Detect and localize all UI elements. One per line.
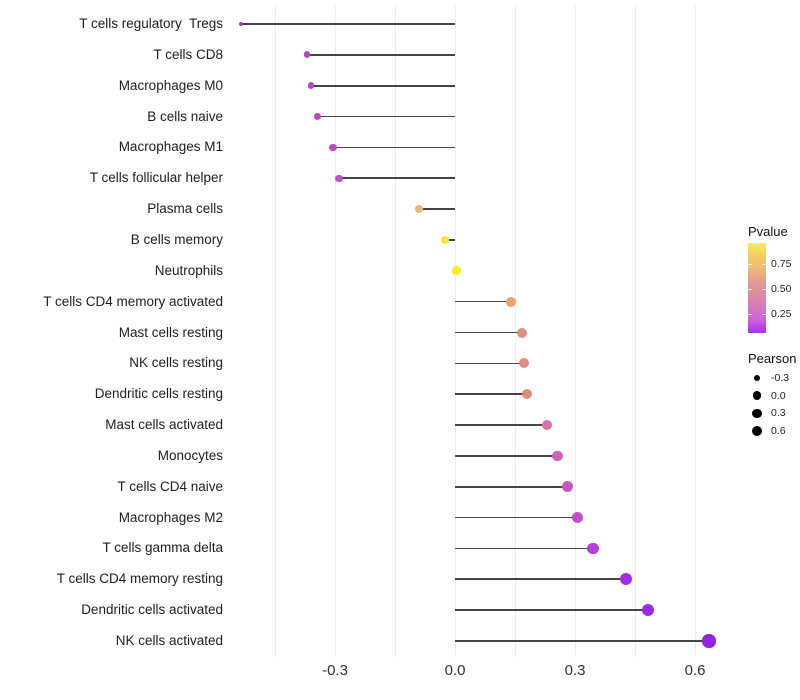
- colorbar-tick: [748, 288, 752, 290]
- legend-size-dot: [752, 408, 762, 418]
- lollipop-dot: [702, 634, 716, 648]
- gridline: [274, 6, 276, 657]
- lollipop-stem: [317, 115, 455, 118]
- lollipop-stem: [455, 300, 511, 303]
- lollipop-stem: [455, 424, 547, 426]
- legend-pvalue-title: Pvalue: [748, 224, 788, 239]
- lollipop-dot: [303, 51, 311, 59]
- lollipop-stem: [333, 146, 455, 149]
- lollipop-dot: [313, 113, 321, 121]
- legend-size-label: 0.0: [771, 389, 786, 402]
- lollipop-stem: [445, 239, 455, 241]
- legend-size-label: 0.3: [771, 407, 786, 420]
- legend-size-dot: [752, 391, 762, 400]
- lollipop-dot: [329, 143, 337, 151]
- legend-pvalue: Pvalue 0.75 0.50 0.25: [746, 224, 800, 344]
- gridline: [634, 6, 636, 657]
- legend-pearson: Pearson -0.3 0.0 0.3 0.6: [746, 351, 800, 446]
- lollipop-stem: [455, 331, 522, 334]
- lollipop-stem: [455, 547, 593, 550]
- y-axis-labels: T cells regulatory Tregs T cells CD8 Macro…: [0, 0, 223, 700]
- category-label: T cells CD4 memory resting: [56, 571, 223, 587]
- gridline: [394, 6, 396, 657]
- category-label: Plasma cells: [147, 201, 223, 217]
- lollipop-dot: [587, 542, 599, 555]
- lollipop-stem: [419, 208, 455, 210]
- lollipop-dot: [440, 235, 450, 245]
- colorbar-tick: [748, 313, 752, 315]
- legend-size-label: 0.6: [771, 424, 786, 437]
- lollipop-dot: [562, 481, 574, 493]
- category-label: Mast cells resting: [118, 324, 223, 340]
- lollipop-dot: [552, 450, 564, 462]
- category-label: Neutrophils: [154, 262, 223, 278]
- category-label: Mast cells activated: [105, 417, 223, 433]
- lollipop-stem: [311, 84, 455, 87]
- lollipop-stem: [455, 485, 568, 488]
- lollipop-stem: [455, 455, 558, 457]
- gridline: [694, 6, 696, 657]
- category-label: T cells follicular helper: [89, 170, 223, 186]
- category-label: B cells memory: [130, 231, 223, 247]
- colorbar-tick: [748, 263, 752, 265]
- x-tick-label: 0.0: [444, 662, 466, 679]
- colorbar-tick: [762, 313, 766, 315]
- pvalue-colorbar: [748, 243, 766, 333]
- category-label: T cells gamma delta: [102, 540, 223, 556]
- category-label: NK cells activated: [115, 633, 223, 648]
- colorbar-tick-label: 0.50: [771, 283, 792, 295]
- category-label: Dendritic cells activated: [81, 602, 223, 618]
- gridline: [334, 6, 336, 657]
- lollipop-stem: [455, 578, 626, 581]
- x-tick-label: 0.6: [684, 662, 706, 679]
- lollipop-stem: [455, 609, 649, 611]
- lollipop-dot: [571, 512, 583, 524]
- lollipop-stem: [455, 516, 578, 519]
- legend-size-dot: [753, 374, 761, 382]
- lollipop-dot: [619, 573, 632, 586]
- category-label: T cells regulatory Tregs: [79, 16, 223, 31]
- lollipop-dot: [541, 419, 553, 431]
- lollipop-dot: [518, 358, 529, 369]
- lollipop-dot: [521, 389, 533, 400]
- lollipop-stem: [339, 177, 455, 180]
- colorbar-tick-label: 0.25: [771, 308, 792, 320]
- lollipop-dot: [451, 266, 461, 276]
- gridline: [574, 6, 576, 657]
- category-label: Dendritic cells resting: [94, 386, 223, 402]
- lollipop-stem: [455, 640, 709, 642]
- lollipop-stem: [307, 54, 455, 56]
- colorbar-tick: [762, 288, 766, 290]
- legend-size-dot: [751, 425, 763, 437]
- category-label: Macrophages M0: [118, 77, 223, 93]
- category-label: T cells CD4 naive: [117, 478, 223, 494]
- category-label: Macrophages M2: [118, 509, 223, 525]
- category-label: Macrophages M1: [118, 139, 223, 155]
- lollipop-dot: [506, 296, 516, 307]
- lollipop-dot: [516, 327, 527, 338]
- colorbar-tick: [762, 263, 766, 265]
- category-label: T cells CD4 memory activated: [43, 293, 223, 309]
- lollipop-dot: [307, 82, 315, 90]
- lollipop-stem: [241, 23, 455, 25]
- colorbar-tick-label: 0.75: [771, 258, 792, 270]
- x-tick-label: 0.3: [564, 662, 586, 679]
- category-label: B cells naive: [147, 108, 223, 124]
- lollipop-dot: [239, 22, 243, 26]
- legend-pearson-title: Pearson: [748, 351, 797, 366]
- category-label: Monocytes: [157, 447, 223, 463]
- lollipop-dot: [335, 174, 343, 182]
- lollipop-dot: [414, 204, 424, 214]
- lollipop-stem: [455, 362, 524, 365]
- x-tick-label: -0.3: [322, 662, 348, 679]
- category-label: NK cells resting: [129, 355, 223, 371]
- category-label: T cells CD8: [153, 46, 223, 62]
- lollipop-dot: [642, 603, 655, 617]
- gridline: [454, 6, 456, 657]
- gridline: [514, 6, 516, 657]
- lollipop-stem: [455, 393, 527, 396]
- legend-size-label: -0.3: [771, 372, 790, 384]
